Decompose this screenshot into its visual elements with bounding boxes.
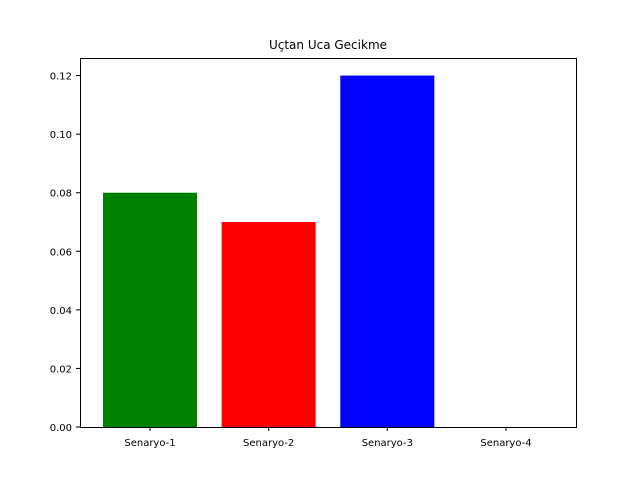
bar-senaryo-3: [340, 75, 435, 428]
y-tick-label: 0.10: [50, 130, 72, 141]
bars-group: [103, 75, 435, 428]
bar-senaryo-2: [221, 222, 316, 427]
chart-title: Uçtan Uca Gecikme: [269, 38, 387, 52]
x-axis: Senaryo-1 Senaryo-2 Senaryo-3 Senaryo-4: [124, 427, 532, 449]
y-tick-label: 0.06: [50, 247, 72, 258]
x-tick-label: Senaryo-4: [480, 438, 531, 449]
y-tick-label: 0.08: [50, 189, 72, 200]
bar-senaryo-1: [103, 192, 197, 427]
y-tick-label: 0.04: [50, 306, 72, 317]
plot-frame: [80, 58, 577, 428]
y-axis: 0.00 0.02 0.04 0.06 0.08 0.10 0.12: [50, 72, 80, 434]
x-tick-label: Senaryo-2: [243, 438, 294, 449]
y-tick-label: 0.02: [50, 364, 72, 375]
y-tick-label: 0.00: [50, 423, 72, 434]
y-tick-label: 0.12: [50, 72, 72, 83]
x-tick-label: Senaryo-3: [362, 438, 413, 449]
x-tick-label: Senaryo-1: [124, 438, 175, 449]
